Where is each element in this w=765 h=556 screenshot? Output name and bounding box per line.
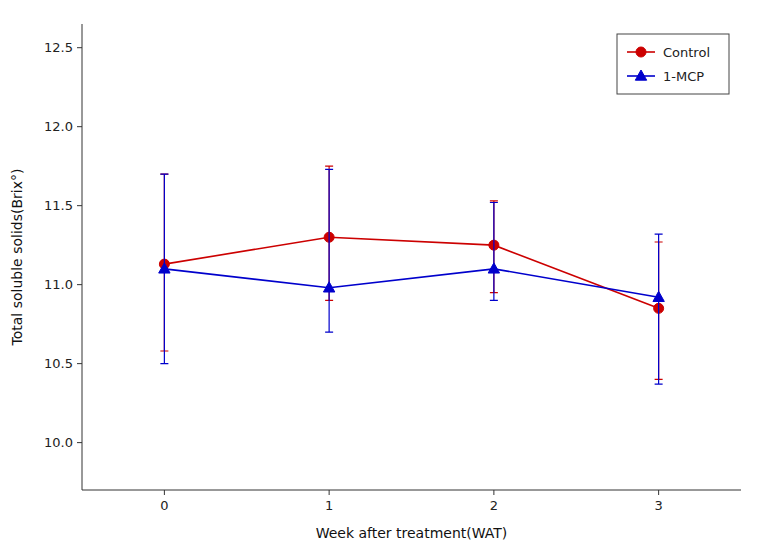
- y-tick: [77, 205, 82, 206]
- legend-label: 1-MCP: [663, 69, 704, 84]
- x-tick: [493, 490, 494, 495]
- point: [488, 263, 499, 273]
- y-tick: [77, 284, 82, 285]
- legend-label: Control: [663, 45, 710, 60]
- legend: Control 1-MCP: [617, 34, 729, 94]
- x-tick-label: 1: [325, 498, 333, 513]
- x-tick: [164, 490, 165, 495]
- y-tick-label: 12.0: [44, 119, 73, 134]
- y-axis-line: [82, 24, 83, 490]
- y-tick: [77, 442, 82, 443]
- series-line: [164, 237, 658, 308]
- error-bar: [655, 234, 663, 384]
- error-bar: [490, 203, 498, 301]
- x-axis-line: [82, 490, 741, 491]
- series-line: [164, 269, 658, 297]
- point: [323, 282, 334, 292]
- y-tick-label: 11.5: [44, 198, 73, 213]
- series: [159, 169, 665, 384]
- point: [159, 263, 170, 273]
- y-axis-label: Total soluble solids(Brix°): [9, 169, 25, 347]
- x-tick: [658, 490, 659, 495]
- plot-area: [159, 166, 665, 384]
- legend-marker: [635, 70, 646, 80]
- x-tick: [329, 490, 330, 495]
- x-tick-label: 3: [654, 498, 662, 513]
- y-tick-label: 10.0: [44, 435, 73, 450]
- point: [653, 291, 664, 301]
- y-tick: [77, 126, 82, 127]
- series: [159, 166, 663, 379]
- x-tick-label: 0: [160, 498, 168, 513]
- y-tick-label: 10.5: [44, 356, 73, 371]
- axes: 0 1 2 3 10.0 10.5 11.0 11.5 12.0 12.5: [44, 24, 741, 513]
- x-axis-label: Week after treatment(WAT): [316, 525, 508, 541]
- error-bar: [325, 169, 333, 332]
- y-tick: [77, 363, 82, 364]
- legend-box: [617, 34, 729, 94]
- y-tick: [77, 47, 82, 48]
- y-tick-label: 11.0: [44, 277, 73, 292]
- y-tick-label: 12.5: [44, 40, 73, 55]
- legend-marker: [636, 47, 646, 57]
- x-tick-label: 2: [490, 498, 498, 513]
- chart: 0 1 2 3 10.0 10.5 11.0 11.5 12.0 12.5 Week after t…: [0, 0, 765, 556]
